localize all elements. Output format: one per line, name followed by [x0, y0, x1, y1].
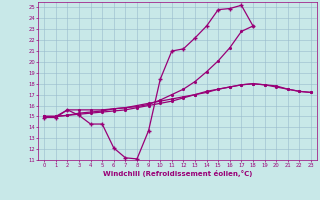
- X-axis label: Windchill (Refroidissement éolien,°C): Windchill (Refroidissement éolien,°C): [103, 170, 252, 177]
